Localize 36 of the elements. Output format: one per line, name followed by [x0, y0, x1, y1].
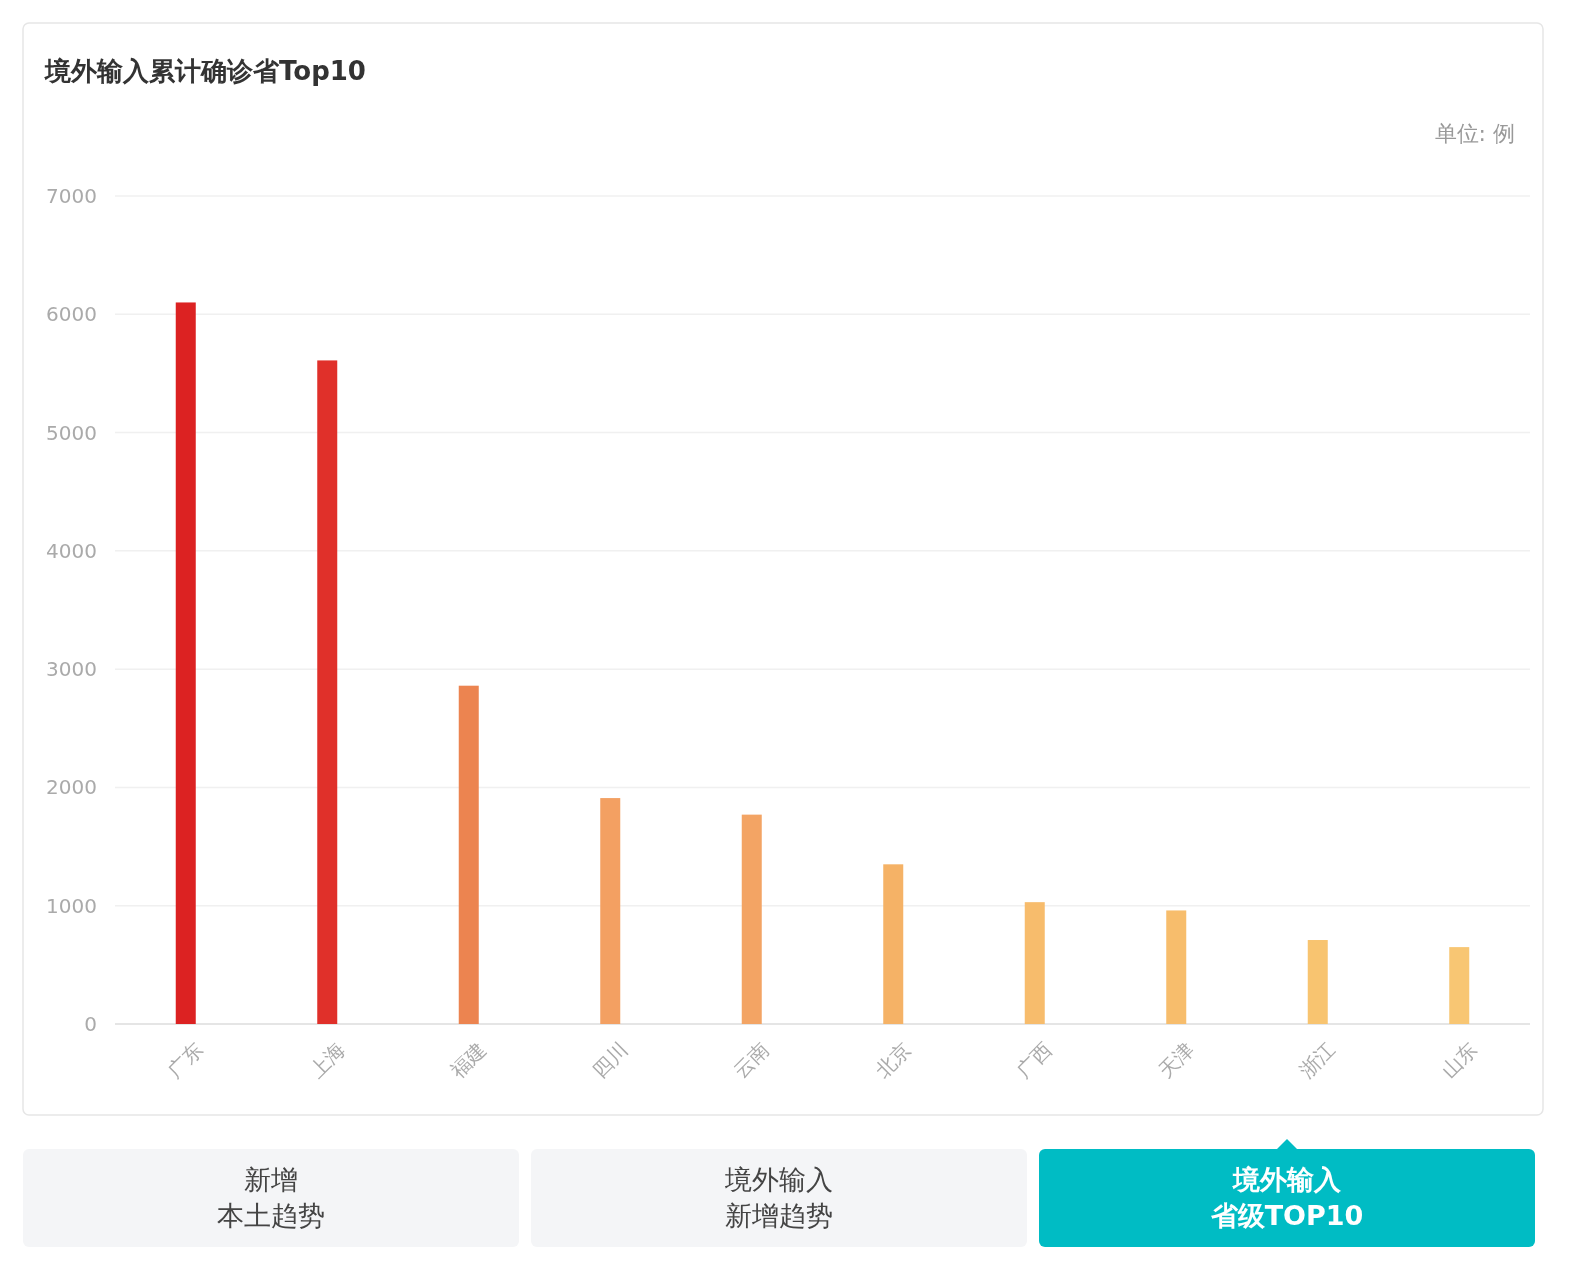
bar [1307, 940, 1328, 1024]
x-tick-label: 广西 [1011, 1037, 1058, 1083]
text: 境外输入 [1232, 1164, 1342, 1195]
bar [883, 864, 904, 1024]
text: 本土趋势 [217, 1200, 325, 1231]
y-tick-label: 2000 [46, 775, 97, 800]
text: 新增 [244, 1164, 298, 1195]
y-tick-label: 0 [84, 1012, 97, 1036]
y-tick-label: 5000 [46, 420, 97, 445]
bar [317, 360, 338, 1024]
x-tick-label: 北京 [870, 1037, 916, 1083]
x-tick-label: 福建 [445, 1037, 492, 1083]
y-tick-label: 7000 [46, 184, 97, 208]
x-tick-label: 天津 [1153, 1037, 1199, 1083]
text: 境外输入 [724, 1164, 833, 1195]
bar [600, 798, 621, 1024]
bar [175, 302, 196, 1024]
y-tick-label: 6000 [46, 302, 97, 327]
chart-title: 境外输入累计确诊省Top10 [44, 56, 366, 86]
x-tick-label: 浙江 [1294, 1037, 1341, 1083]
text: 单位: 例 [1434, 121, 1515, 146]
bar [741, 814, 762, 1024]
bar [458, 685, 479, 1024]
x-tick-label: 山东 [1436, 1037, 1482, 1083]
text: 省级TOP10 [1209, 1200, 1364, 1231]
bar [1449, 947, 1470, 1024]
x-tick-label: 四川 [587, 1037, 633, 1083]
y-tick-label: 3000 [46, 657, 97, 682]
x-tick-label: 上海 [304, 1037, 350, 1083]
text: 新增趋势 [725, 1200, 833, 1231]
bar [1166, 910, 1187, 1024]
y-tick-label: 1000 [46, 893, 97, 918]
y-tick-label: 4000 [46, 538, 97, 563]
bar [1024, 902, 1045, 1024]
x-tick-label: 广东 [162, 1037, 209, 1083]
x-tick-label: 云南 [728, 1037, 775, 1083]
